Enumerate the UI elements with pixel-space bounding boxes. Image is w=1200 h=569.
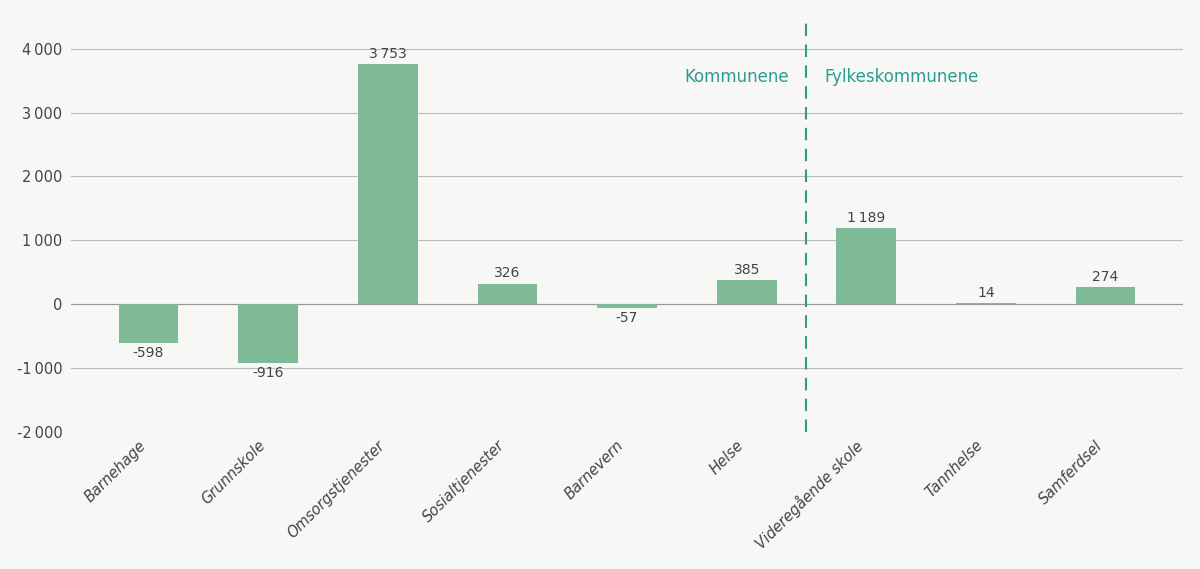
Bar	[1075, 287, 1135, 304]
Text: Fylkeskommunene: Fylkeskommunene	[824, 68, 979, 86]
Text: -57: -57	[616, 311, 638, 325]
Text: 14: 14	[977, 286, 995, 300]
Text: 274: 274	[1092, 270, 1118, 283]
Text: Kommunene: Kommunene	[684, 68, 788, 86]
Text: 385: 385	[733, 262, 760, 277]
Text: 3 753: 3 753	[368, 47, 407, 61]
Bar	[119, 304, 179, 343]
Bar	[716, 280, 776, 304]
Bar	[956, 303, 1016, 304]
Bar	[598, 304, 656, 308]
Text: 1 189: 1 189	[847, 211, 886, 225]
Bar	[358, 64, 418, 304]
Bar	[478, 283, 538, 304]
Text: -916: -916	[252, 366, 284, 380]
Text: 326: 326	[494, 266, 521, 281]
Text: -598: -598	[133, 346, 164, 360]
Bar	[836, 228, 896, 304]
Bar	[239, 304, 298, 363]
